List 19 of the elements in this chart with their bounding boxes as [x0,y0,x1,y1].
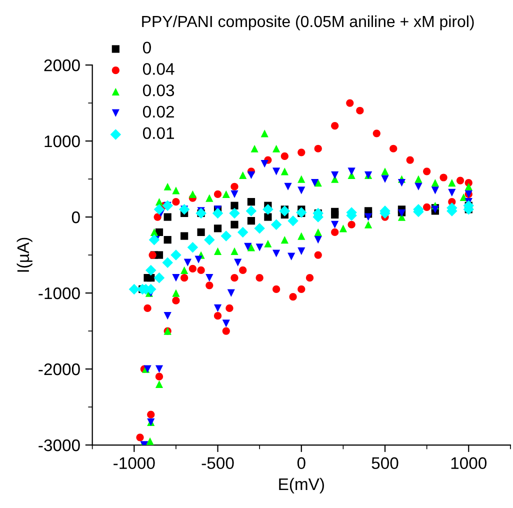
legend-label: 0 [142,42,151,54]
chart-title: PPY/PANI composite (0.05M aniline + xM pirol) [142,15,474,30]
x-tick-label: -1000 [114,457,155,470]
x-tick-label: 0 [297,457,306,470]
x-axis-title: E(mV) [279,478,324,494]
x-tick-label: -500 [202,457,234,470]
legend-label: 0.03 [142,84,174,96]
y-tick-label: -1000 [38,287,80,300]
y-tick-label: 1000 [44,135,80,148]
y-axis-title: I(µA) [16,238,32,272]
legend-label: 0.02 [142,106,174,118]
y-tick-label: 0 [72,211,80,224]
legend-label: 0.01 [142,127,174,140]
x-tick-label: 1000 [451,457,487,470]
y-tick-label: 2000 [44,59,80,72]
y-tick-label: -3000 [38,439,80,452]
x-tick-label: 500 [372,457,398,470]
legend-label: 0.04 [142,63,174,75]
y-tick-label: -2000 [38,363,80,376]
